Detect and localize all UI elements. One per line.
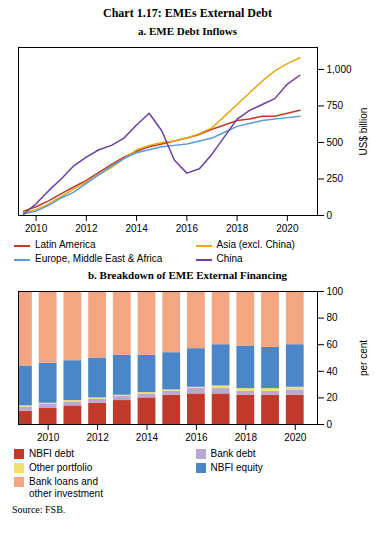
html-text:Source: FSB.: Source: FSB.: [12, 504, 66, 515]
svg-text:750: 750: [327, 100, 344, 111]
svg-text:0: 0: [327, 210, 333, 221]
svg-text:500: 500: [327, 137, 344, 148]
svg-text:2014: 2014: [136, 432, 159, 443]
svg-text:40: 40: [327, 366, 339, 377]
svg-text:per cent: per cent: [358, 340, 369, 376]
svg-text:2020: 2020: [284, 432, 307, 443]
svg-text:2018: 2018: [226, 223, 249, 234]
svg-text:20: 20: [327, 392, 339, 403]
svg-text:2018: 2018: [235, 432, 258, 443]
svg-text:2010: 2010: [25, 223, 48, 234]
svg-text:2016: 2016: [176, 223, 199, 234]
svg-text:60: 60: [327, 339, 339, 350]
html-text:Asia (excl. China): Asia (excl. China): [216, 239, 295, 250]
svg-text:2016: 2016: [185, 432, 208, 443]
html-text:a. EME Debt Inflows: a. EME Debt Inflows: [138, 25, 237, 37]
svg-text:US$ billion: US$ billion: [358, 108, 369, 156]
html-text:China: China: [216, 253, 243, 264]
svg-text:2014: 2014: [125, 223, 148, 234]
html-text:Other portfolio: Other portfolio: [29, 462, 93, 473]
svg-text:2012: 2012: [86, 432, 109, 443]
svg-text:2020: 2020: [276, 223, 299, 234]
svg-text:0: 0: [327, 419, 333, 430]
svg-text:2010: 2010: [37, 432, 60, 443]
html-text:Latin America: Latin America: [35, 239, 96, 250]
svg-text:2012: 2012: [75, 223, 98, 234]
svg-text:250: 250: [327, 173, 344, 184]
svg-text:80: 80: [327, 312, 339, 323]
html-text:Chart 1.17: EMEs External Debt: Chart 1.17: EMEs External Debt: [103, 6, 272, 20]
html-text:NBFI debt: NBFI debt: [29, 448, 74, 459]
html-text:Europe, Middle East & Africa: Europe, Middle East & Africa: [35, 253, 163, 264]
html-text:NBFI equity: NBFI equity: [210, 462, 263, 473]
html-text:b. Breakdown of EME External F: b. Breakdown of EME External Financing: [88, 269, 287, 281]
svg-text:100: 100: [327, 286, 344, 297]
html-text:Bank loans and other investmen: Bank loans and other investment: [29, 476, 103, 499]
svg-text:1,000: 1,000: [327, 64, 352, 75]
html-text:Bank debt: Bank debt: [210, 448, 256, 459]
